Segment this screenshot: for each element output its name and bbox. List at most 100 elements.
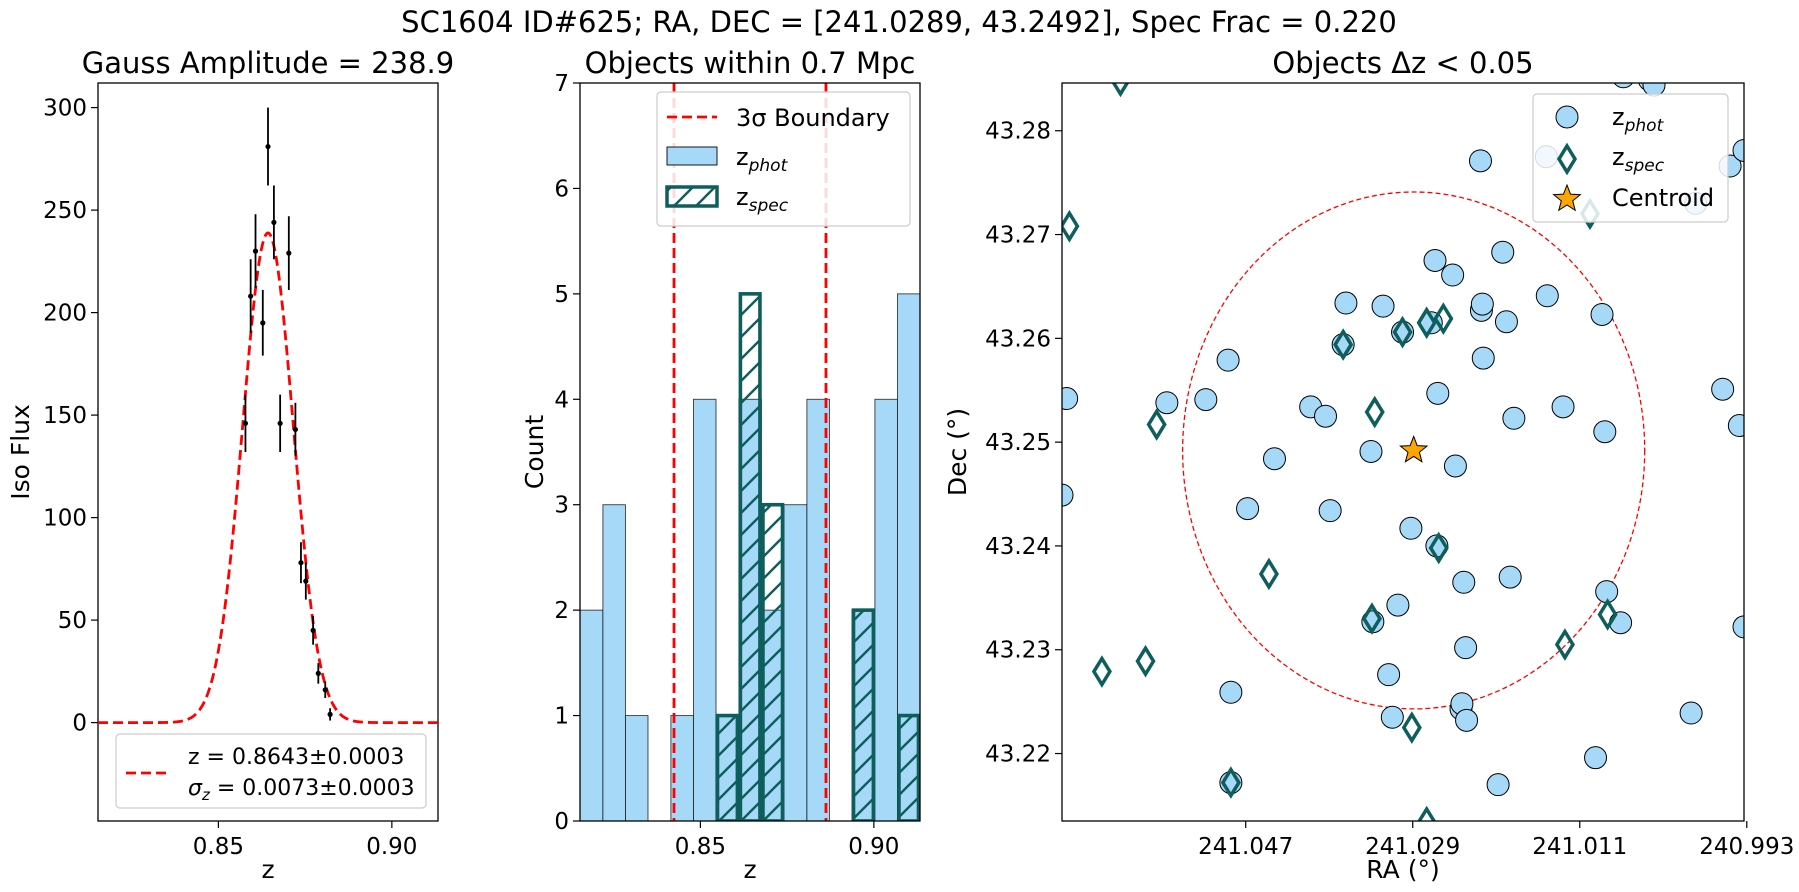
phot-marker [1062, 387, 1079, 411]
phot-marker [1334, 291, 1358, 315]
flux-point [303, 578, 309, 584]
phot-bar [692, 398, 717, 821]
phot-bar [602, 504, 626, 821]
spec-marker [1135, 644, 1156, 678]
hist-ytick-label: 4 [554, 387, 569, 413]
phot-marker [1062, 483, 1074, 507]
sky-title: Objects Δz < 0.05 [1272, 46, 1533, 80]
spec-marker [1333, 328, 1354, 361]
flux-point [242, 420, 249, 426]
sky-xtick-label: 241.047 [1198, 834, 1293, 860]
spec-marker [1597, 598, 1618, 631]
phot-marker [1443, 454, 1467, 478]
phot-marker [1732, 138, 1744, 162]
gauss-ytick-label: 300 [43, 96, 87, 122]
phot-marker [1584, 746, 1608, 770]
phot-marker [1491, 240, 1515, 264]
gauss-y-ticks: 0 50 100 150 200 250 300 [43, 96, 98, 737]
phot-bar [580, 609, 604, 821]
phot-marker [1727, 414, 1744, 438]
spec-marker [1417, 805, 1437, 821]
gauss-plot-frame [97, 82, 439, 822]
sky-ytick-label: 43.26 [985, 326, 1051, 352]
flux-point [252, 248, 259, 254]
phot-bar [806, 398, 830, 821]
phot-marker [1455, 708, 1479, 732]
hist-y-ticks: 0 1 2 3 4 5 6 7 [554, 71, 580, 835]
phot-marker [1471, 346, 1495, 370]
spec-marker [1433, 302, 1454, 335]
phot-marker [1236, 497, 1260, 521]
phot-marker [1454, 636, 1478, 660]
phot-marker [1486, 773, 1510, 797]
phot-marker [1359, 439, 1383, 463]
flux-point [260, 320, 266, 326]
spec-marker [1364, 395, 1385, 429]
gauss-ytick-label: 50 [58, 608, 87, 634]
hist-title: Objects within 0.7 Mpc [585, 46, 916, 80]
sky-ylabel: Dec (°) [943, 408, 972, 496]
spec-bar [738, 292, 762, 821]
hist-ytick-label: 2 [554, 598, 569, 624]
radius-circle [1181, 191, 1646, 710]
gauss-legend-box [115, 733, 427, 809]
spec-marker [1220, 766, 1241, 799]
spec-marker [1428, 531, 1449, 565]
hist-ytick-label: 1 [554, 704, 569, 730]
flux-point [271, 219, 277, 225]
flux-point [310, 627, 316, 633]
phot-marker [1595, 580, 1619, 604]
hist-legend: 3σ Boundary zphot zspec [656, 91, 911, 227]
gaussian-fit-curve [98, 231, 438, 724]
sky-ytick-label: 43.25 [985, 430, 1051, 456]
phot-marker [1609, 611, 1633, 635]
sky-legend-spec-icon [1556, 142, 1578, 176]
phot-marker [1593, 420, 1617, 444]
panel-histogram: Objects within 0.7 Mpc 0 1 2 3 4 5 6 7 0.85 0.90… [520, 46, 921, 884]
phot-marker [1194, 388, 1218, 412]
flux-point [286, 250, 292, 256]
hist-plot-frame [579, 82, 921, 822]
flux-point [327, 711, 333, 718]
phot-marker [1535, 284, 1559, 308]
phot-marker [1426, 381, 1450, 405]
hist-legend-phot-label: zphot [736, 143, 789, 176]
hist-ytick-label: 5 [554, 282, 569, 308]
phot-marker [1262, 447, 1286, 471]
phot-bar [783, 504, 808, 821]
gauss-ylabel: Iso Flux [6, 404, 35, 500]
sky-plot-frame [1061, 82, 1745, 822]
spec-marker [1146, 408, 1167, 441]
phot-marker [1551, 395, 1575, 419]
gauss-ytick-label: 100 [43, 506, 87, 532]
sky-xtick-label: 240.993 [1699, 834, 1794, 860]
flux-point [315, 670, 321, 677]
hist-ytick-label: 7 [554, 71, 569, 97]
sky-legend-box [1532, 93, 1729, 223]
phot-marker [1318, 499, 1342, 523]
hist-ytick-label: 6 [554, 176, 569, 202]
flux-point [298, 560, 304, 566]
phot-marker [1219, 680, 1243, 704]
sky-y-ticks: 43.22 43.23 43.24 43.25 43.26 43.27 43.28 [985, 119, 1062, 768]
sky-xtick-label: 241.029 [1365, 834, 1460, 860]
phot-marker [1711, 377, 1735, 401]
hist-legend-phot-icon [666, 146, 718, 166]
hist-legend-spec-label: zspec [736, 183, 789, 216]
phot-marker [1314, 404, 1338, 428]
spec-marker [1392, 315, 1413, 349]
gauss-x-ticks: 0.85 0.90 [193, 821, 417, 860]
phot-marker [1613, 83, 1634, 89]
sky-legend-phot-icon [1555, 105, 1579, 129]
gauss-ytick-label: 150 [43, 403, 87, 429]
phot-marker [1377, 663, 1401, 687]
sky-ytick-label: 43.27 [985, 223, 1051, 249]
spec-bars [715, 292, 920, 821]
gauss-legend-line2: σz = 0.0073±0.0003 [188, 776, 415, 804]
figure-suptitle: SC1604 ID#625; RA, DEC = [241.0289, 43.2… [401, 5, 1397, 39]
spec-marker [1062, 209, 1080, 243]
flux-point [277, 420, 283, 426]
spec-marker [1091, 655, 1112, 688]
phot-marker [1679, 701, 1703, 725]
